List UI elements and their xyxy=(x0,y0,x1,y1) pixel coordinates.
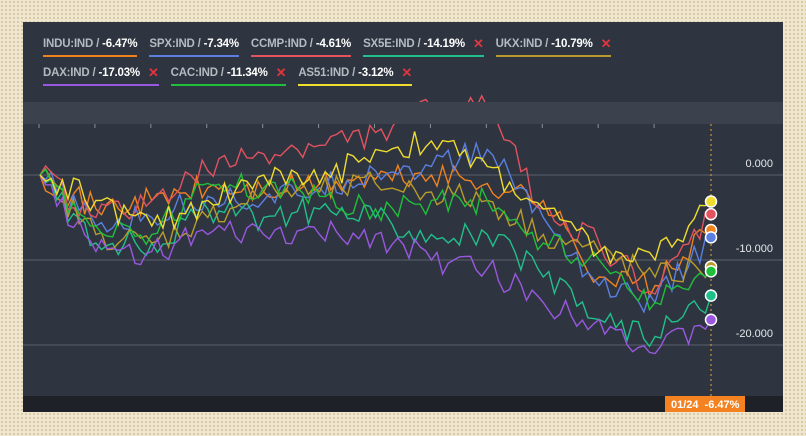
series-endpoint-marker xyxy=(704,195,718,208)
legend-ticker: INDU:IND xyxy=(43,38,94,50)
series-line xyxy=(39,131,712,266)
close-icon[interactable]: ✕ xyxy=(600,36,612,51)
close-icon[interactable]: ✕ xyxy=(275,65,287,80)
legend-separator: / xyxy=(542,38,552,50)
tooltip-date: 01/24 xyxy=(671,399,699,411)
series-endpoint-marker xyxy=(704,207,718,221)
legend-ticker: SX5E:IND xyxy=(363,38,415,50)
close-icon[interactable]: ✕ xyxy=(147,65,159,80)
legend-item[interactable]: INDU:IND / -6.47% xyxy=(43,38,138,57)
series-endpoint-marker xyxy=(704,231,718,244)
legend-item[interactable]: UKX:IND / -10.79% ✕ xyxy=(495,36,612,57)
legend-row: INDU:IND / -6.47% SPX:IND / -7.34% CCMP:IN… xyxy=(43,36,763,57)
series-line xyxy=(39,174,712,355)
legend-item[interactable]: AS51:IND / -3.12% ✕ xyxy=(298,65,413,86)
legend-value: -6.47% xyxy=(102,38,138,50)
series-line xyxy=(39,94,712,295)
legend-value: -11.34% xyxy=(226,67,268,79)
legend-separator: / xyxy=(194,38,204,50)
legend: INDU:IND / -6.47% SPX:IND / -7.34% CCMP:IN… xyxy=(43,36,763,96)
y-tick-label: -10.000 xyxy=(736,243,773,255)
legend-separator: / xyxy=(89,67,99,79)
crosshair-tooltip: 01/24 -6.47% xyxy=(665,396,746,412)
series-line xyxy=(39,140,712,314)
series-endpoint-marker xyxy=(704,313,718,327)
legend-value: -7.34% xyxy=(203,38,239,50)
legend-ticker: DAX:IND xyxy=(43,67,90,79)
series-endpoint-marker xyxy=(704,289,718,302)
legend-ticker: SPX:IND xyxy=(149,38,195,50)
legend-value: -4.61% xyxy=(315,38,352,50)
legend-item[interactable]: DAX:IND / -17.03% ✕ xyxy=(43,65,159,86)
legend-ticker: CAC:IND xyxy=(170,67,218,79)
legend-item[interactable]: CCMP:IND / -4.61% xyxy=(250,38,352,57)
series-line xyxy=(39,163,712,299)
legend-value: -3.12% xyxy=(358,67,394,79)
legend-row: DAX:IND / -17.03% ✕ CAC:IND / -11.34% ✕ AS51… xyxy=(43,65,763,86)
chart-panel: 0.000-10.000-20.000FebMarAprMayJunJulAug… xyxy=(23,22,783,412)
series-endpoint-marker xyxy=(704,265,718,278)
y-tick-label: -20.000 xyxy=(736,328,773,340)
legend-value: -10.79% xyxy=(551,38,593,50)
x-axis-bar xyxy=(23,102,783,124)
legend-ticker: AS51:IND xyxy=(298,67,350,79)
legend-ticker: CCMP:IND xyxy=(250,38,307,50)
y-tick-label: 0.000 xyxy=(745,158,773,170)
series-line xyxy=(39,168,712,312)
close-icon[interactable]: ✕ xyxy=(401,65,413,80)
legend-separator: / xyxy=(93,38,103,50)
legend-item[interactable]: CAC:IND / -11.34% ✕ xyxy=(170,65,287,86)
legend-value: -14.19% xyxy=(423,38,466,50)
legend-separator: / xyxy=(414,38,424,50)
legend-separator: / xyxy=(306,38,316,50)
tooltip-value: -6.47% xyxy=(704,399,740,411)
series-line xyxy=(39,174,712,348)
legend-item[interactable]: SX5E:IND / -14.19% ✕ xyxy=(363,36,484,57)
legend-ticker: UKX:IND xyxy=(495,38,543,50)
bottom-bar xyxy=(23,396,783,412)
legend-value: -17.03% xyxy=(98,67,141,79)
legend-separator: / xyxy=(349,67,359,79)
legend-item[interactable]: SPX:IND / -7.34% xyxy=(149,38,239,57)
legend-separator: / xyxy=(217,67,227,79)
close-icon[interactable]: ✕ xyxy=(472,36,484,51)
